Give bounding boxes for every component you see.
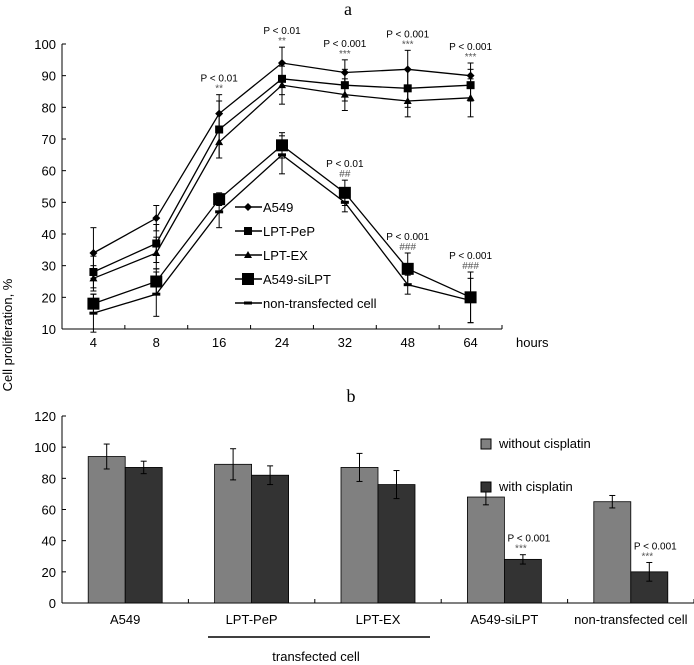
y-tick-label: 60: [42, 503, 56, 518]
data-point: [89, 274, 98, 282]
series-non-transfected-cell: non-transfected cell: [89, 135, 475, 333]
y-tick-label: 100: [34, 440, 56, 455]
significance-mark: **: [215, 84, 223, 95]
legend-label: LPT-PeP: [263, 224, 315, 239]
x-tick-label: LPT-PeP: [226, 612, 278, 627]
y-tick-label: 40: [42, 227, 56, 242]
significance-mark: ###: [399, 242, 416, 253]
y-tick-label: 30: [42, 259, 56, 274]
p-value-annotation: P < 0.01: [200, 74, 238, 85]
data-point: [403, 283, 412, 287]
data-point: [215, 210, 224, 214]
p-value-annotation: P < 0.001: [507, 534, 550, 545]
y-tick-label: 60: [42, 164, 56, 179]
bar: [214, 463, 253, 604]
data-point: [401, 262, 414, 275]
data-point: [89, 249, 98, 257]
p-value-annotation: P < 0.01: [263, 26, 301, 37]
legend-marker: [244, 227, 252, 235]
y-tick-label: 10: [42, 322, 56, 337]
x-tick-label: A549-siLPT: [470, 612, 538, 627]
bar: [87, 456, 126, 604]
y-tick-label: 90: [42, 69, 56, 84]
bar: [593, 501, 632, 604]
x-tick-label: 32: [338, 335, 352, 350]
legend-marker: [242, 273, 254, 285]
y-axis-label: Cell proliferation, %: [0, 278, 15, 391]
significance-mark: ***: [641, 551, 653, 562]
legend-label: with cisplatin: [498, 479, 573, 494]
significance-mark: ***: [402, 39, 414, 50]
bar: [503, 558, 542, 604]
y-tick-label: 80: [42, 100, 56, 115]
data-point: [403, 97, 412, 104]
y-tick-label: 80: [42, 471, 56, 486]
group-label: transfected cell: [272, 649, 360, 664]
p-value-annotation: P < 0.001: [449, 251, 492, 262]
bar: [466, 496, 505, 604]
data-point: [152, 214, 161, 223]
y-tick-label: 70: [42, 132, 56, 147]
data-point: [340, 200, 349, 204]
y-tick-label: 100: [34, 37, 56, 52]
significance-mark: ***: [339, 49, 351, 60]
y-tick-label: 0: [49, 596, 56, 611]
significance-mark: **: [278, 36, 286, 47]
legend-marker: [244, 251, 252, 258]
data-point: [278, 153, 286, 157]
x-axis-label: hours: [516, 335, 549, 350]
x-tick-label: 48: [400, 335, 414, 350]
data-point: [215, 138, 224, 146]
legend-label: without cisplatin: [498, 436, 591, 451]
x-tick-label: 64: [463, 335, 477, 350]
data-point: [278, 81, 286, 89]
y-tick-label: 20: [42, 290, 56, 305]
p-value-annotation: P < 0.001: [386, 29, 429, 40]
significance-mark: ***: [465, 52, 477, 63]
p-value-annotation: P < 0.001: [386, 232, 429, 243]
significance-mark: ***: [515, 544, 527, 555]
x-tick-label: LPT-EX: [356, 612, 401, 627]
data-point: [340, 90, 349, 98]
y-tick-label: 120: [34, 409, 56, 424]
x-tick-label: 8: [153, 335, 160, 350]
bar: [124, 467, 163, 604]
data-point: [466, 299, 475, 302]
p-value-annotation: P < 0.01: [326, 159, 364, 170]
x-tick-label: non-transfected cell: [574, 612, 688, 627]
data-point: [152, 292, 161, 296]
data-point: [466, 93, 475, 101]
x-tick-label: 16: [212, 335, 226, 350]
p-value-annotation: P < 0.001: [634, 541, 677, 552]
legend-label: A549: [263, 200, 293, 215]
legend-marker: [244, 203, 252, 211]
legend-label: non-transfected cell: [263, 296, 377, 311]
legend-swatch: [480, 481, 492, 493]
y-tick-label: 50: [42, 195, 56, 210]
p-value-annotation: P < 0.001: [449, 42, 492, 53]
legend-swatch: [480, 438, 492, 450]
x-tick-label: 4: [90, 335, 97, 350]
x-tick-label: 24: [275, 335, 289, 350]
x-tick-label: A549: [110, 612, 140, 627]
bar: [377, 484, 416, 604]
y-tick-label: 40: [42, 534, 56, 549]
chart-b: b 0 20 40 60 80 100 120 A549 LPT-PeP LPT-EX A549-si…: [34, 386, 694, 664]
legend-label: LPT-EX: [263, 248, 308, 263]
legend-label: A549-siLPT: [263, 272, 331, 287]
bar: [251, 474, 290, 604]
bar: [340, 467, 379, 604]
data-point: [89, 311, 98, 315]
p-value-annotation: P < 0.001: [323, 39, 366, 50]
significance-mark: ###: [462, 261, 479, 272]
series-lpt-ex: LPT-EX: [89, 65, 475, 292]
chart-title: b: [347, 386, 356, 406]
y-tick-label: 20: [42, 565, 56, 580]
significance-mark: ##: [339, 169, 351, 180]
chart-title: a: [344, 0, 352, 19]
data-point: [152, 249, 161, 256]
legend-marker: [244, 301, 252, 305]
